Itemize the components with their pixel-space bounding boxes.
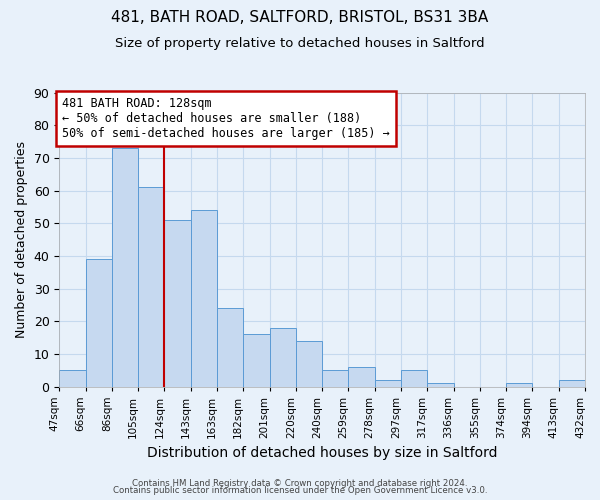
Bar [217,308,243,386]
Bar [164,220,191,386]
Y-axis label: Number of detached properties: Number of detached properties [15,141,28,338]
Bar [59,370,86,386]
Bar [559,380,585,386]
X-axis label: Distribution of detached houses by size in Saltford: Distribution of detached houses by size … [147,446,497,460]
Bar [243,334,269,386]
Bar [138,187,164,386]
Text: 481, BATH ROAD, SALTFORD, BRISTOL, BS31 3BA: 481, BATH ROAD, SALTFORD, BRISTOL, BS31 … [112,10,488,25]
Bar [296,341,322,386]
Text: Contains public sector information licensed under the Open Government Licence v3: Contains public sector information licen… [113,486,487,495]
Bar [86,259,112,386]
Bar [322,370,349,386]
Bar [112,148,138,386]
Text: Size of property relative to detached houses in Saltford: Size of property relative to detached ho… [115,38,485,51]
Bar [349,367,375,386]
Bar [269,328,296,386]
Text: 481 BATH ROAD: 128sqm
← 50% of detached houses are smaller (188)
50% of semi-det: 481 BATH ROAD: 128sqm ← 50% of detached … [62,97,389,140]
Bar [427,383,454,386]
Bar [401,370,427,386]
Text: Contains HM Land Registry data © Crown copyright and database right 2024.: Contains HM Land Registry data © Crown c… [132,478,468,488]
Bar [506,383,532,386]
Bar [375,380,401,386]
Bar [191,210,217,386]
